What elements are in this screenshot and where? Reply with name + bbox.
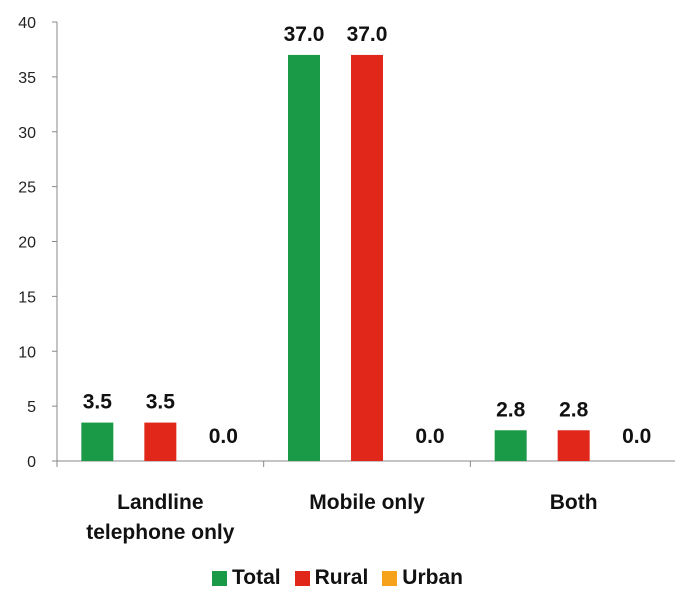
data-label-total: 3.5 xyxy=(83,391,113,414)
bar-rural xyxy=(144,422,177,461)
legend-item-rural: Rural xyxy=(294,566,369,590)
y-tick-label: 40 xyxy=(18,15,36,32)
category-label: telephone only xyxy=(86,521,235,544)
data-label-rural: 2.8 xyxy=(559,398,589,421)
category-label: Landline xyxy=(117,491,203,514)
legend: Total Rural Urban xyxy=(0,566,675,590)
legend-label-rural: Rural xyxy=(314,566,369,589)
category-label: Both xyxy=(550,491,598,514)
legend-item-urban: Urban xyxy=(382,566,463,590)
data-label-total: 37.0 xyxy=(284,23,325,46)
y-tick-label: 5 xyxy=(27,399,36,416)
data-label-urban: 0.0 xyxy=(622,425,651,448)
y-tick-label: 30 xyxy=(18,125,36,142)
legend-swatch-total xyxy=(212,570,227,586)
data-label-rural: 3.5 xyxy=(146,391,176,414)
y-tick-label: 15 xyxy=(18,289,36,306)
category-label: Mobile only xyxy=(309,491,425,514)
y-tick-label: 25 xyxy=(18,180,36,197)
data-label-urban: 0.0 xyxy=(209,425,238,448)
bar-rural xyxy=(351,54,383,462)
bar-total xyxy=(288,54,320,462)
bar-rural xyxy=(557,430,590,461)
y-tick-label: 20 xyxy=(18,235,36,252)
legend-label-total: Total xyxy=(232,566,281,589)
legend-swatch-urban xyxy=(382,570,398,586)
y-tick-label: 10 xyxy=(18,344,36,361)
data-label-urban: 0.0 xyxy=(415,425,444,448)
bar-total xyxy=(81,422,114,461)
y-tick-label: 35 xyxy=(18,70,36,87)
legend-swatch-rural xyxy=(294,570,310,586)
data-label-rural: 37.0 xyxy=(347,23,388,46)
y-tick-label: 0 xyxy=(27,454,36,471)
legend-label-urban: Urban xyxy=(402,566,463,589)
data-label-total: 2.8 xyxy=(496,398,526,421)
legend-item-total: Total xyxy=(212,566,281,590)
bar-total xyxy=(494,430,527,461)
